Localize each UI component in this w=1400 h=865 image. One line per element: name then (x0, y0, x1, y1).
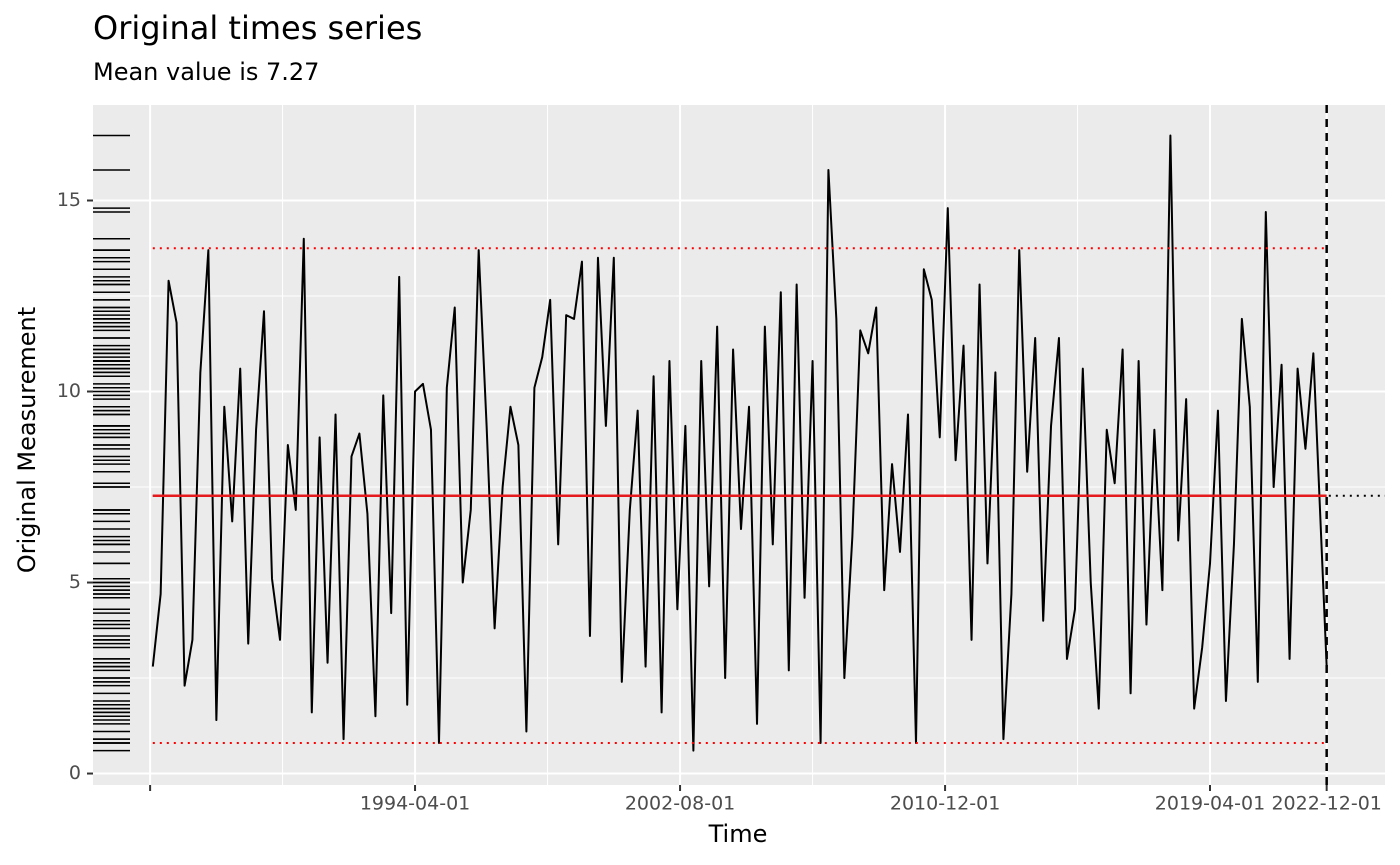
y-tick-label: 10 (57, 380, 81, 402)
x-tick-label: 2010-12-01 (890, 793, 1000, 815)
x-axis-title: Time (708, 820, 768, 848)
y-tick-label: 5 (69, 571, 81, 593)
x-tick-label: 1994-04-01 (360, 793, 470, 815)
series-line (151, 134, 1328, 752)
y-tick-label: 0 (69, 762, 81, 784)
panel (93, 105, 1385, 785)
x-tick-label: 2022-12-01 (1271, 793, 1381, 815)
y-tick-label: 15 (57, 189, 81, 211)
chart-title: Original times series (93, 9, 422, 47)
y-axis-title: Original Measurement (13, 307, 41, 573)
x-tick-label: 2002-08-01 (625, 793, 735, 815)
chart-subtitle: Mean value is 7.27 (93, 58, 319, 86)
x-tick-label: 2019-04-01 (1155, 793, 1265, 815)
